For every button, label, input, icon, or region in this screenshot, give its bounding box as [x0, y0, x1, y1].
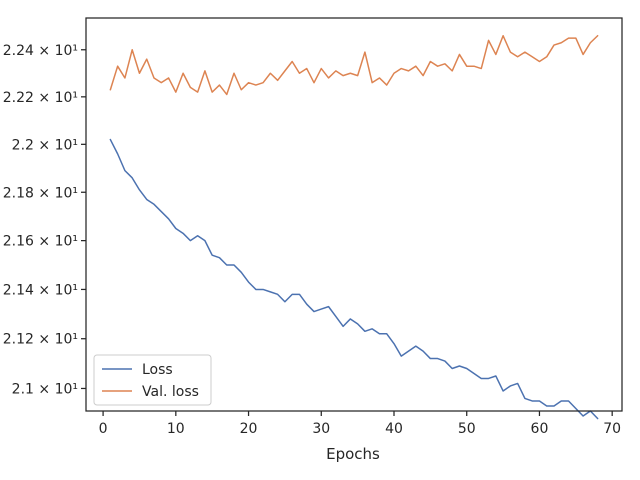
series-line-1: [109, 34, 599, 96]
x-tick-label: 30: [312, 421, 330, 437]
y-tick-label: 2.22 × 10¹: [3, 90, 78, 106]
y-axis: 2.1 × 10¹ 2.12 × 10¹ 2.14 × 10¹ 2.16 × 10¹ 2…: [3, 43, 86, 397]
legend-box: [93, 354, 212, 406]
y-tick-label: 2.14 × 10¹: [3, 282, 78, 298]
x-tick-label: 60: [531, 421, 549, 437]
plot-area: [86, 18, 622, 411]
series-line-0: [109, 138, 599, 420]
y-tick-label: 2.18 × 10¹: [3, 185, 78, 201]
plot-frame: [85, 17, 623, 412]
legend-label-0: Loss: [142, 362, 173, 378]
x-tick-label: 40: [385, 421, 403, 437]
y-tick-label: 2.1 × 10¹: [12, 381, 78, 397]
x-tick-label: 70: [603, 421, 621, 437]
y-tick-label: 2.12 × 10¹: [3, 332, 78, 348]
x-tick-label: 10: [167, 421, 185, 437]
legend: Loss Val. loss: [93, 354, 212, 406]
x-tick-label: 0: [99, 421, 108, 437]
x-tick-label: 20: [240, 421, 258, 437]
x-axis: 0 10 20 30 40 50 60 70: [99, 411, 621, 437]
x-axis-title: Epochs: [326, 445, 380, 463]
y-tick-label: 2.24 × 10¹: [3, 43, 78, 59]
y-tick-label: 2.16 × 10¹: [3, 234, 78, 250]
series-layer: [109, 34, 599, 420]
legend-label-1: Val. loss: [142, 384, 199, 400]
x-tick-label: 50: [458, 421, 476, 437]
y-tick-label: 2.2 × 10¹: [12, 137, 78, 153]
